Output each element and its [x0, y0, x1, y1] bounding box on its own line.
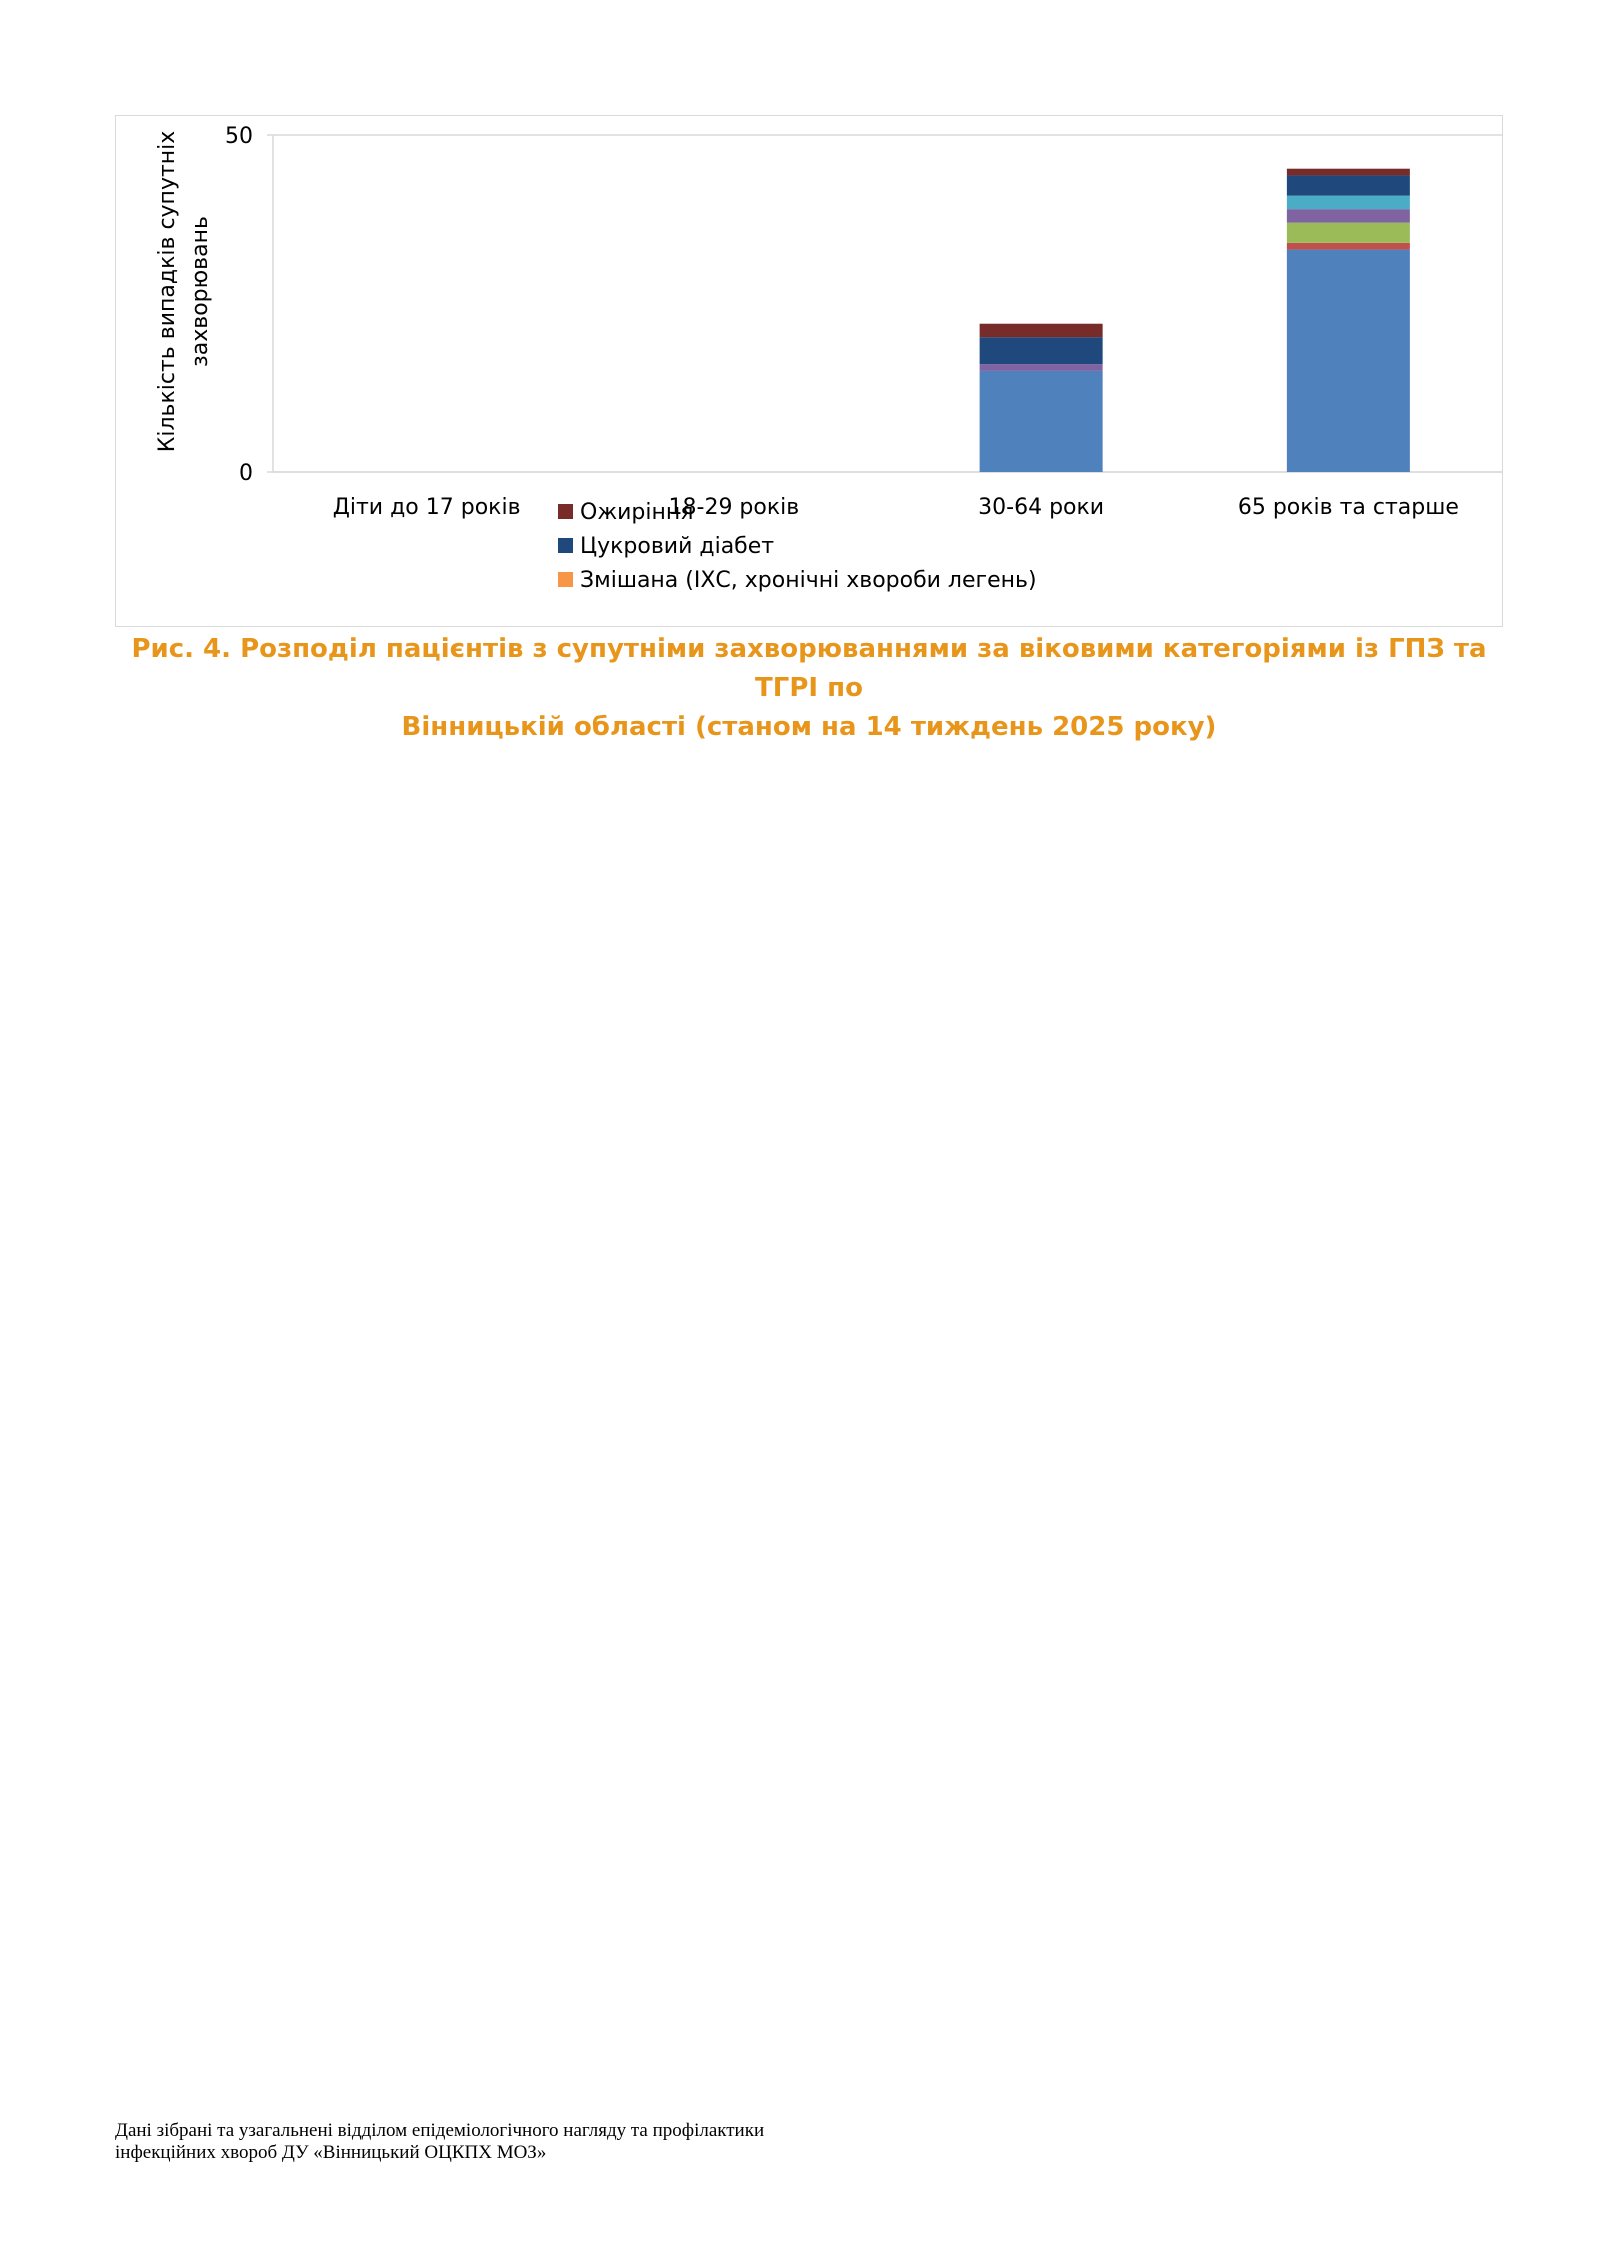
y-axis-title: Кількість випадків супутніх захворювань — [155, 131, 213, 453]
bar-segment-3-6 — [1286, 175, 1410, 196]
bar-segment-2-6 — [979, 337, 1103, 365]
legend-swatch-0 — [558, 504, 573, 519]
legend: Ожиріння Цукровий діабет Змішана (ІХС, хро… — [558, 500, 1037, 593]
bar-segment-3-4 — [1286, 195, 1410, 210]
bar-segment-2-0 — [979, 370, 1103, 472]
legend-swatch-2 — [558, 572, 573, 587]
x-tick-label-3: 65 років та старше — [1238, 495, 1459, 520]
caption-line-2: Вінницькій області (станом на 14 тиждень… — [401, 712, 1217, 742]
stacked-bar-chart: Кількість випадків супутніх захворювань 0… — [155, 124, 1502, 593]
legend-label-1: Цукровий діабет — [580, 534, 774, 559]
y-tick-label-1: 50 — [225, 124, 253, 149]
footer-note: Дані зібрані та узагальнені відділом епі… — [115, 2120, 1015, 2164]
footer-line-2: інфекційних хвороб ДУ «Вінницький ОЦКПХ … — [115, 2142, 547, 2163]
x-tick-label-1: 18-29 років — [669, 495, 800, 520]
x-axis-ticks: Діти до 17 років 18-29 років 30-64 роки 65 … — [333, 495, 1459, 520]
y-axis-title-line-2: захворювань — [188, 216, 213, 367]
legend-label-2: Змішана (ІХС, хронічні хвороби легень) — [580, 568, 1037, 593]
figure-caption: Рис. 4. Розподіл пацієнтів з супутніми з… — [115, 630, 1503, 747]
bar-segment-2-7 — [979, 323, 1103, 338]
legend-swatch-1 — [558, 538, 573, 553]
bar-segment-3-1 — [1286, 242, 1410, 250]
chart-area: Кількість випадків супутніх захворювань 0… — [115, 115, 1503, 627]
caption-line-1: Рис. 4. Розподіл пацієнтів з супутніми з… — [131, 634, 1487, 703]
bar-segment-3-3 — [1286, 209, 1410, 223]
bar-segments — [979, 168, 1410, 472]
y-axis-title-line-1: Кількість випадків супутніх — [155, 131, 180, 453]
footer-line-1: Дані зібрані та узагальнені відділом епі… — [115, 2120, 765, 2141]
bar-segment-2-3 — [979, 364, 1103, 371]
bar-segment-3-0 — [1286, 249, 1410, 472]
x-tick-label-0: Діти до 17 років — [333, 495, 521, 520]
bar-segment-3-7 — [1286, 168, 1410, 176]
bar-segment-3-2 — [1286, 222, 1410, 243]
y-tick-label-0: 0 — [239, 461, 253, 486]
x-tick-label-2: 30-64 роки — [978, 495, 1104, 520]
legend-label-0: Ожиріння — [580, 500, 694, 525]
